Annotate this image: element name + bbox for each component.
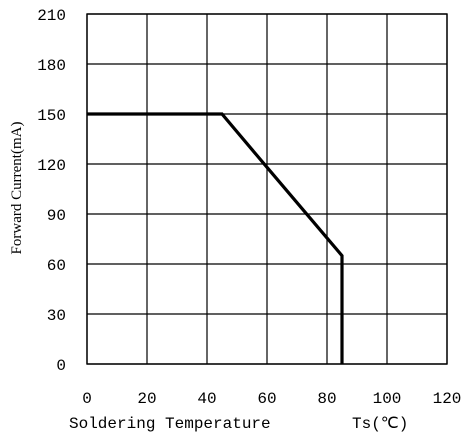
x-tick-label: 120: [433, 390, 462, 408]
y-tick-label: 0: [56, 357, 66, 375]
x-axis-unit: Ts(℃): [352, 415, 408, 433]
x-tick-label: 40: [197, 390, 216, 408]
x-tick-labels: 0 20 40 60 80 100 120: [82, 390, 461, 408]
plot-frame: [86, 13, 448, 365]
y-tick-label: 210: [37, 7, 66, 25]
y-tick-label: 180: [37, 57, 66, 75]
y-tick-label: 120: [37, 157, 66, 175]
y-axis-title: Forward Current(mA): [9, 122, 25, 255]
x-axis-title: Soldering Temperature: [69, 415, 271, 433]
y-tick-label: 90: [47, 207, 66, 225]
x-tick-label: 80: [317, 390, 336, 408]
series-line: [87, 112, 344, 364]
x-tick-label: 0: [82, 390, 92, 408]
y-tick-label: 30: [47, 307, 66, 325]
grid: [86, 13, 448, 365]
y-tick-labels: 0 30 60 90 120 150 180 210: [37, 7, 66, 375]
plot-border: [86, 13, 448, 365]
x-tick-label: 100: [373, 390, 402, 408]
y-tick-label: 150: [37, 107, 66, 125]
x-tick-label: 20: [137, 390, 156, 408]
x-tick-label: 60: [257, 390, 276, 408]
y-tick-label: 60: [47, 257, 66, 275]
series-layer: [87, 112, 344, 364]
